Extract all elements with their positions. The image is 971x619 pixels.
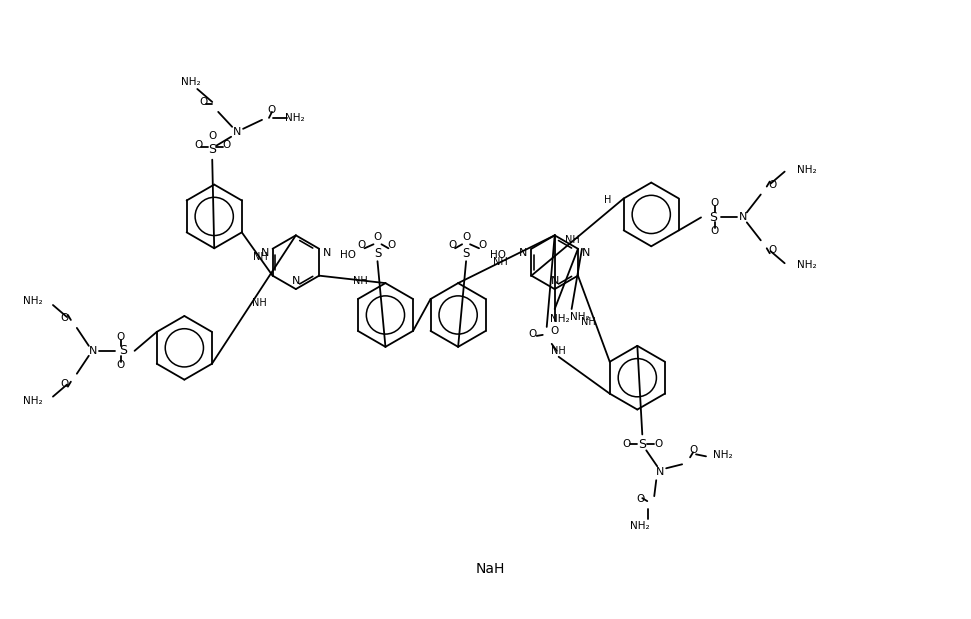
Text: NH₂: NH₂ bbox=[23, 296, 43, 306]
Text: N: N bbox=[519, 248, 527, 258]
Text: O: O bbox=[448, 240, 456, 250]
Text: NH: NH bbox=[552, 346, 566, 356]
Text: O: O bbox=[622, 439, 630, 449]
Text: O: O bbox=[61, 313, 69, 323]
Text: NH: NH bbox=[352, 276, 368, 287]
Text: NH₂: NH₂ bbox=[713, 451, 732, 461]
Text: N: N bbox=[260, 248, 269, 258]
Text: O: O bbox=[654, 439, 662, 449]
Text: O: O bbox=[769, 245, 777, 255]
Text: O: O bbox=[711, 199, 720, 209]
Text: O: O bbox=[117, 332, 124, 342]
Text: O: O bbox=[551, 326, 559, 336]
Text: O: O bbox=[769, 180, 777, 189]
Text: O: O bbox=[711, 227, 720, 236]
Text: O: O bbox=[194, 140, 202, 150]
Text: S: S bbox=[638, 438, 647, 451]
Text: NH₂: NH₂ bbox=[796, 260, 817, 271]
Text: O: O bbox=[222, 140, 230, 150]
Text: O: O bbox=[374, 232, 382, 242]
Text: S: S bbox=[462, 247, 470, 260]
Text: O: O bbox=[199, 97, 208, 107]
Text: NH: NH bbox=[582, 317, 596, 327]
Text: NH: NH bbox=[251, 298, 266, 308]
Text: NaH: NaH bbox=[475, 562, 505, 576]
Text: N: N bbox=[582, 248, 590, 258]
Text: O: O bbox=[268, 105, 276, 115]
Text: O: O bbox=[689, 445, 697, 456]
Text: S: S bbox=[374, 247, 382, 260]
Text: N: N bbox=[233, 127, 242, 137]
Text: HO: HO bbox=[340, 250, 355, 260]
Text: O: O bbox=[636, 494, 645, 504]
Text: N: N bbox=[291, 276, 300, 286]
Text: N: N bbox=[551, 276, 559, 286]
Text: O: O bbox=[528, 329, 537, 339]
Text: NH₂: NH₂ bbox=[796, 165, 817, 175]
Text: S: S bbox=[118, 344, 126, 357]
Text: S: S bbox=[709, 211, 717, 224]
Text: HO: HO bbox=[490, 250, 506, 260]
Text: O: O bbox=[462, 232, 470, 242]
Text: N: N bbox=[323, 248, 331, 258]
Text: N: N bbox=[656, 467, 664, 477]
Text: NH: NH bbox=[252, 252, 268, 262]
Text: S: S bbox=[208, 143, 217, 156]
Text: O: O bbox=[117, 360, 124, 370]
Text: NH: NH bbox=[493, 258, 508, 267]
Text: NH₂: NH₂ bbox=[181, 77, 200, 87]
Text: O: O bbox=[387, 240, 395, 250]
Text: N: N bbox=[88, 346, 97, 356]
Text: NH₂: NH₂ bbox=[285, 113, 305, 123]
Text: NH₂: NH₂ bbox=[550, 314, 569, 324]
Text: N: N bbox=[739, 212, 747, 222]
Text: O: O bbox=[478, 240, 486, 250]
Text: H: H bbox=[604, 196, 612, 206]
Text: O: O bbox=[208, 131, 217, 141]
Text: O: O bbox=[357, 240, 366, 250]
Text: NH₂: NH₂ bbox=[570, 312, 589, 322]
Text: O: O bbox=[61, 379, 69, 389]
Text: NH₂: NH₂ bbox=[23, 396, 43, 405]
Text: NH₂: NH₂ bbox=[630, 521, 651, 531]
Text: NH: NH bbox=[565, 235, 580, 245]
